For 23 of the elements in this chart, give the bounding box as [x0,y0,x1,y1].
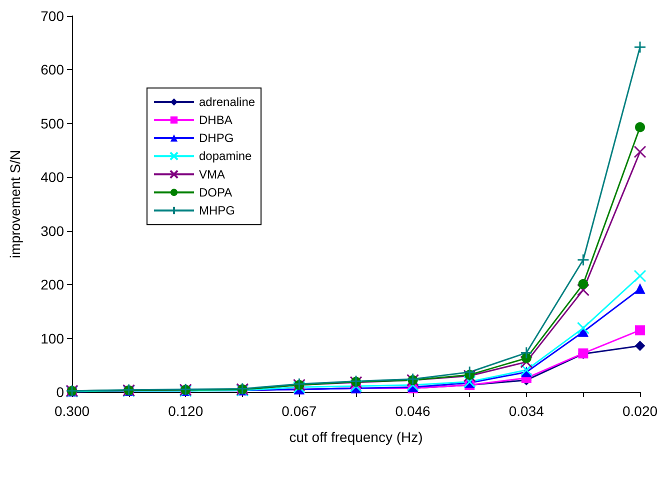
legend-label: DHPG [199,131,234,145]
legend-label: VMA [199,167,226,182]
y-tick-label: 400 [40,169,64,186]
x-tick-label: 0.046 [395,403,431,419]
x-tick-label: 0.034 [508,403,544,419]
y-tick-label: 0 [56,384,64,400]
y-tick-label: 700 [40,8,64,24]
legend-label: DOPA [199,185,232,200]
legend-label: dopamine [199,149,252,164]
x-tick-label: 0.120 [168,403,204,419]
y-tick-label: 200 [40,276,64,293]
x-tick-label: 0.067 [282,403,317,419]
x-axis-title: cut off frequency (Hz) [289,429,423,445]
legend-label: adrenaline [199,95,256,109]
x-tick-label: 0.020 [622,403,658,419]
y-axis-title: improvement S/N [7,150,23,258]
y-tick-label: 100 [40,330,64,346]
y-tick-label: 500 [40,115,64,132]
x-tick-label: 0.300 [54,403,90,419]
y-tick-label: 300 [40,222,64,239]
y-tick-label: 600 [40,62,64,78]
legend-label: MHPG [199,204,235,218]
legend-label: DHBA [199,113,232,127]
